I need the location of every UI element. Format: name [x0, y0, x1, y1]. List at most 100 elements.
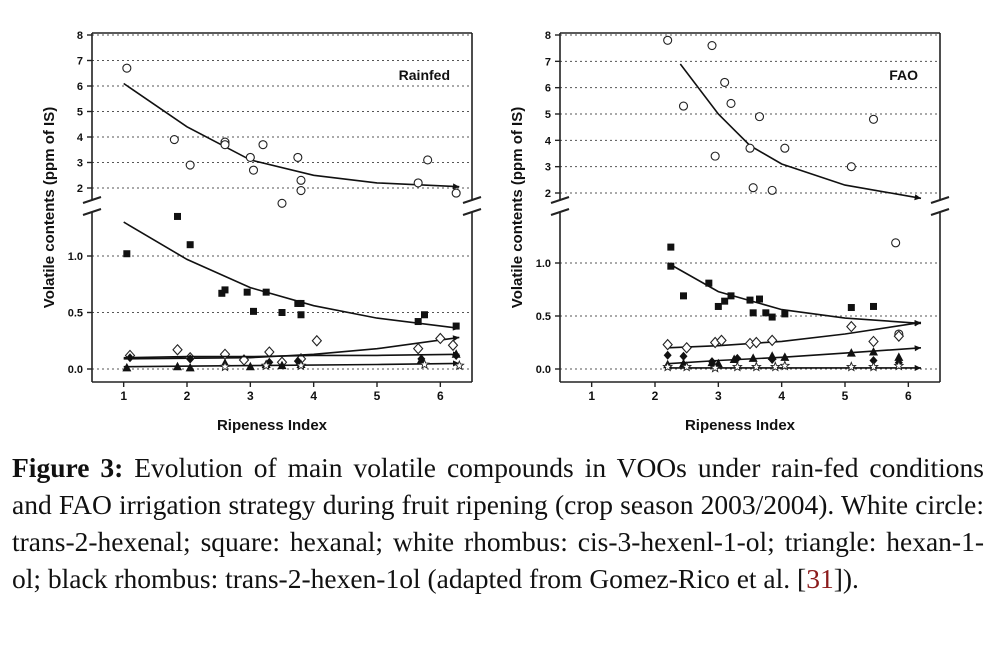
caption-reference-link[interactable]: 31: [806, 563, 834, 594]
data-point-circle: [720, 77, 730, 87]
x-tick-label: 6: [905, 389, 912, 403]
data-point-circle: [423, 155, 433, 165]
caption-text: Evolution of main volatile compounds in …: [12, 452, 984, 594]
data-point-square: [768, 313, 776, 321]
y-tick-label: 7: [77, 56, 83, 68]
x-tick-label: 1: [588, 389, 595, 403]
data-point-star: [295, 359, 307, 371]
trend-arrowhead: [452, 335, 460, 342]
data-point-square: [721, 297, 729, 305]
data-point-star: [750, 361, 762, 372]
data-point-star: [893, 360, 905, 371]
y-tick-label: 5: [545, 109, 551, 121]
data-point-star: [709, 362, 721, 373]
trend-line: [123, 82, 460, 188]
axis-break-mark: [462, 208, 482, 216]
y-tick-label: 5: [77, 107, 83, 119]
trend-arrowhead: [914, 194, 921, 201]
y-tick-label: 2: [77, 183, 83, 195]
data-point-star: [731, 361, 743, 372]
data-point-circle: [296, 175, 306, 185]
data-point-black-rhombus: [663, 350, 672, 360]
trend-line: [667, 347, 922, 365]
data-point-square: [714, 302, 722, 310]
data-point-circle: [258, 140, 268, 150]
data-point-square: [243, 288, 251, 296]
data-point-circle: [891, 238, 901, 248]
data-point-circle: [868, 114, 879, 124]
data-point-square: [186, 241, 194, 249]
data-point-star: [419, 358, 430, 370]
data-point-star: [845, 361, 857, 372]
trend-line: [667, 262, 922, 325]
trend-line: [123, 336, 460, 360]
data-point-square: [297, 311, 305, 319]
data-point-star: [260, 359, 272, 371]
figure-charts: 2 3 4 5 6 7 8 0.0 0.5 1.0 1 2 3 4 5 6 Ripeness Index Vola…: [41, 30, 950, 434]
caption-text-end: ]).: [833, 563, 859, 594]
x-tick-label: 2: [652, 389, 659, 403]
data-point-black-rhombus: [126, 353, 134, 363]
data-point-square: [221, 286, 229, 294]
axis-break-mark: [930, 196, 950, 204]
data-point-circle: [293, 152, 303, 162]
data-point-rhombus: [172, 343, 183, 356]
trend-line: [123, 353, 460, 359]
x-tick-label: 6: [437, 389, 444, 403]
data-point-black-rhombus: [186, 354, 195, 364]
data-point-square: [262, 288, 270, 296]
data-point-star: [662, 361, 674, 372]
y-tick-label: 0.5: [68, 308, 83, 320]
data-point-circle: [451, 188, 461, 198]
caption-label: Figure 3:: [12, 452, 124, 483]
axis-break-mark: [550, 208, 570, 216]
data-point-circle: [767, 185, 777, 195]
y-tick-label: 4: [77, 132, 84, 144]
data-point-circle: [726, 98, 736, 109]
data-point-circle: [748, 183, 758, 193]
data-point-rhombus: [893, 330, 905, 342]
data-point-square: [452, 322, 460, 330]
y-tick-label: 4: [545, 135, 552, 147]
trend-line: [667, 321, 922, 349]
y-tick-label: 0.0: [68, 364, 83, 376]
data-point-rhombus: [716, 334, 727, 347]
chart-title: FAO: [889, 67, 918, 83]
data-point-rhombus: [662, 338, 673, 351]
y-tick-label: 6: [77, 81, 83, 93]
data-point-circle: [754, 112, 765, 122]
data-point-star: [453, 359, 465, 371]
y-axis-label: Volatile contents (ppm of IS): [509, 107, 526, 308]
data-point-black-rhombus: [708, 357, 716, 367]
data-point-square: [667, 243, 675, 251]
data-point-circle: [169, 135, 179, 145]
data-point-circle: [245, 152, 255, 162]
x-tick-label: 3: [247, 389, 254, 403]
data-point-star: [219, 361, 231, 372]
data-point-star: [681, 361, 693, 372]
data-point-circle: [296, 186, 306, 196]
y-tick-label: 1.0: [68, 251, 83, 263]
y-tick-label: 0.5: [536, 311, 551, 323]
trend-line: [123, 362, 460, 368]
data-point-rhombus: [846, 320, 857, 333]
data-point-triangle: [748, 353, 758, 362]
data-point-triangle: [185, 362, 195, 372]
data-point-square: [297, 299, 305, 307]
trend-line: [123, 221, 460, 330]
data-point-star: [868, 361, 879, 372]
data-point-rhombus: [311, 334, 323, 347]
data-point-square: [727, 292, 735, 300]
x-axis-label: Ripeness Index: [217, 417, 328, 434]
data-point-square: [421, 311, 428, 319]
data-point-square: [781, 310, 789, 318]
data-point-circle: [185, 160, 195, 170]
x-tick-label: 2: [184, 389, 191, 403]
data-point-triangle: [894, 352, 904, 361]
data-point-black-rhombus: [768, 354, 777, 364]
y-axis-label: Volatile contents (ppm of IS): [41, 107, 58, 308]
data-point-square: [746, 296, 754, 304]
y-tick-label: 2: [545, 188, 551, 200]
axis-break-mark: [462, 196, 482, 204]
chart-panel-1: 2 3 4 5 6 7 8 0.0 0.5 1.0 1 2 3 4 5 6 Ripeness Index Vola…: [41, 30, 482, 434]
